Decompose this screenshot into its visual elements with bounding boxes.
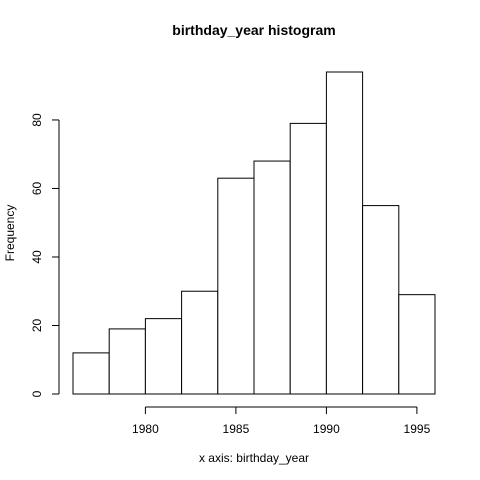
y-tick-label: 60 — [30, 181, 44, 195]
y-axis: 0 20 40 60 80 — [30, 113, 60, 397]
histogram-bar-9 — [362, 205, 400, 395]
bars-group — [72, 71, 436, 395]
x-tick-label: 1990 — [313, 422, 340, 436]
histogram-bar-5 — [217, 177, 255, 395]
x-axis: 1980 1985 1990 1995 — [132, 406, 431, 436]
x-tick-label: 1995 — [404, 422, 431, 436]
y-tick-label: 0 — [30, 390, 44, 397]
histogram-bar-7 — [289, 122, 327, 395]
y-axis-label: Frequency — [3, 205, 17, 262]
histogram-bar-10 — [398, 294, 436, 395]
histogram-bar-2 — [108, 328, 146, 395]
x-axis-label: x axis: birthday_year — [199, 451, 309, 465]
histogram-bar-3 — [144, 318, 183, 395]
histogram-bar-1 — [72, 352, 110, 395]
histogram-bar-4 — [181, 290, 219, 395]
y-tick-label: 20 — [30, 318, 44, 332]
y-tick-label: 40 — [30, 250, 44, 264]
x-tick-label: 1980 — [132, 422, 159, 436]
y-tick-label: 80 — [30, 113, 44, 127]
chart-title: birthday_year histogram — [172, 22, 335, 38]
x-tick-label: 1985 — [223, 422, 250, 436]
histogram-bar-8 — [325, 71, 364, 395]
histogram-bar-6 — [253, 160, 291, 395]
